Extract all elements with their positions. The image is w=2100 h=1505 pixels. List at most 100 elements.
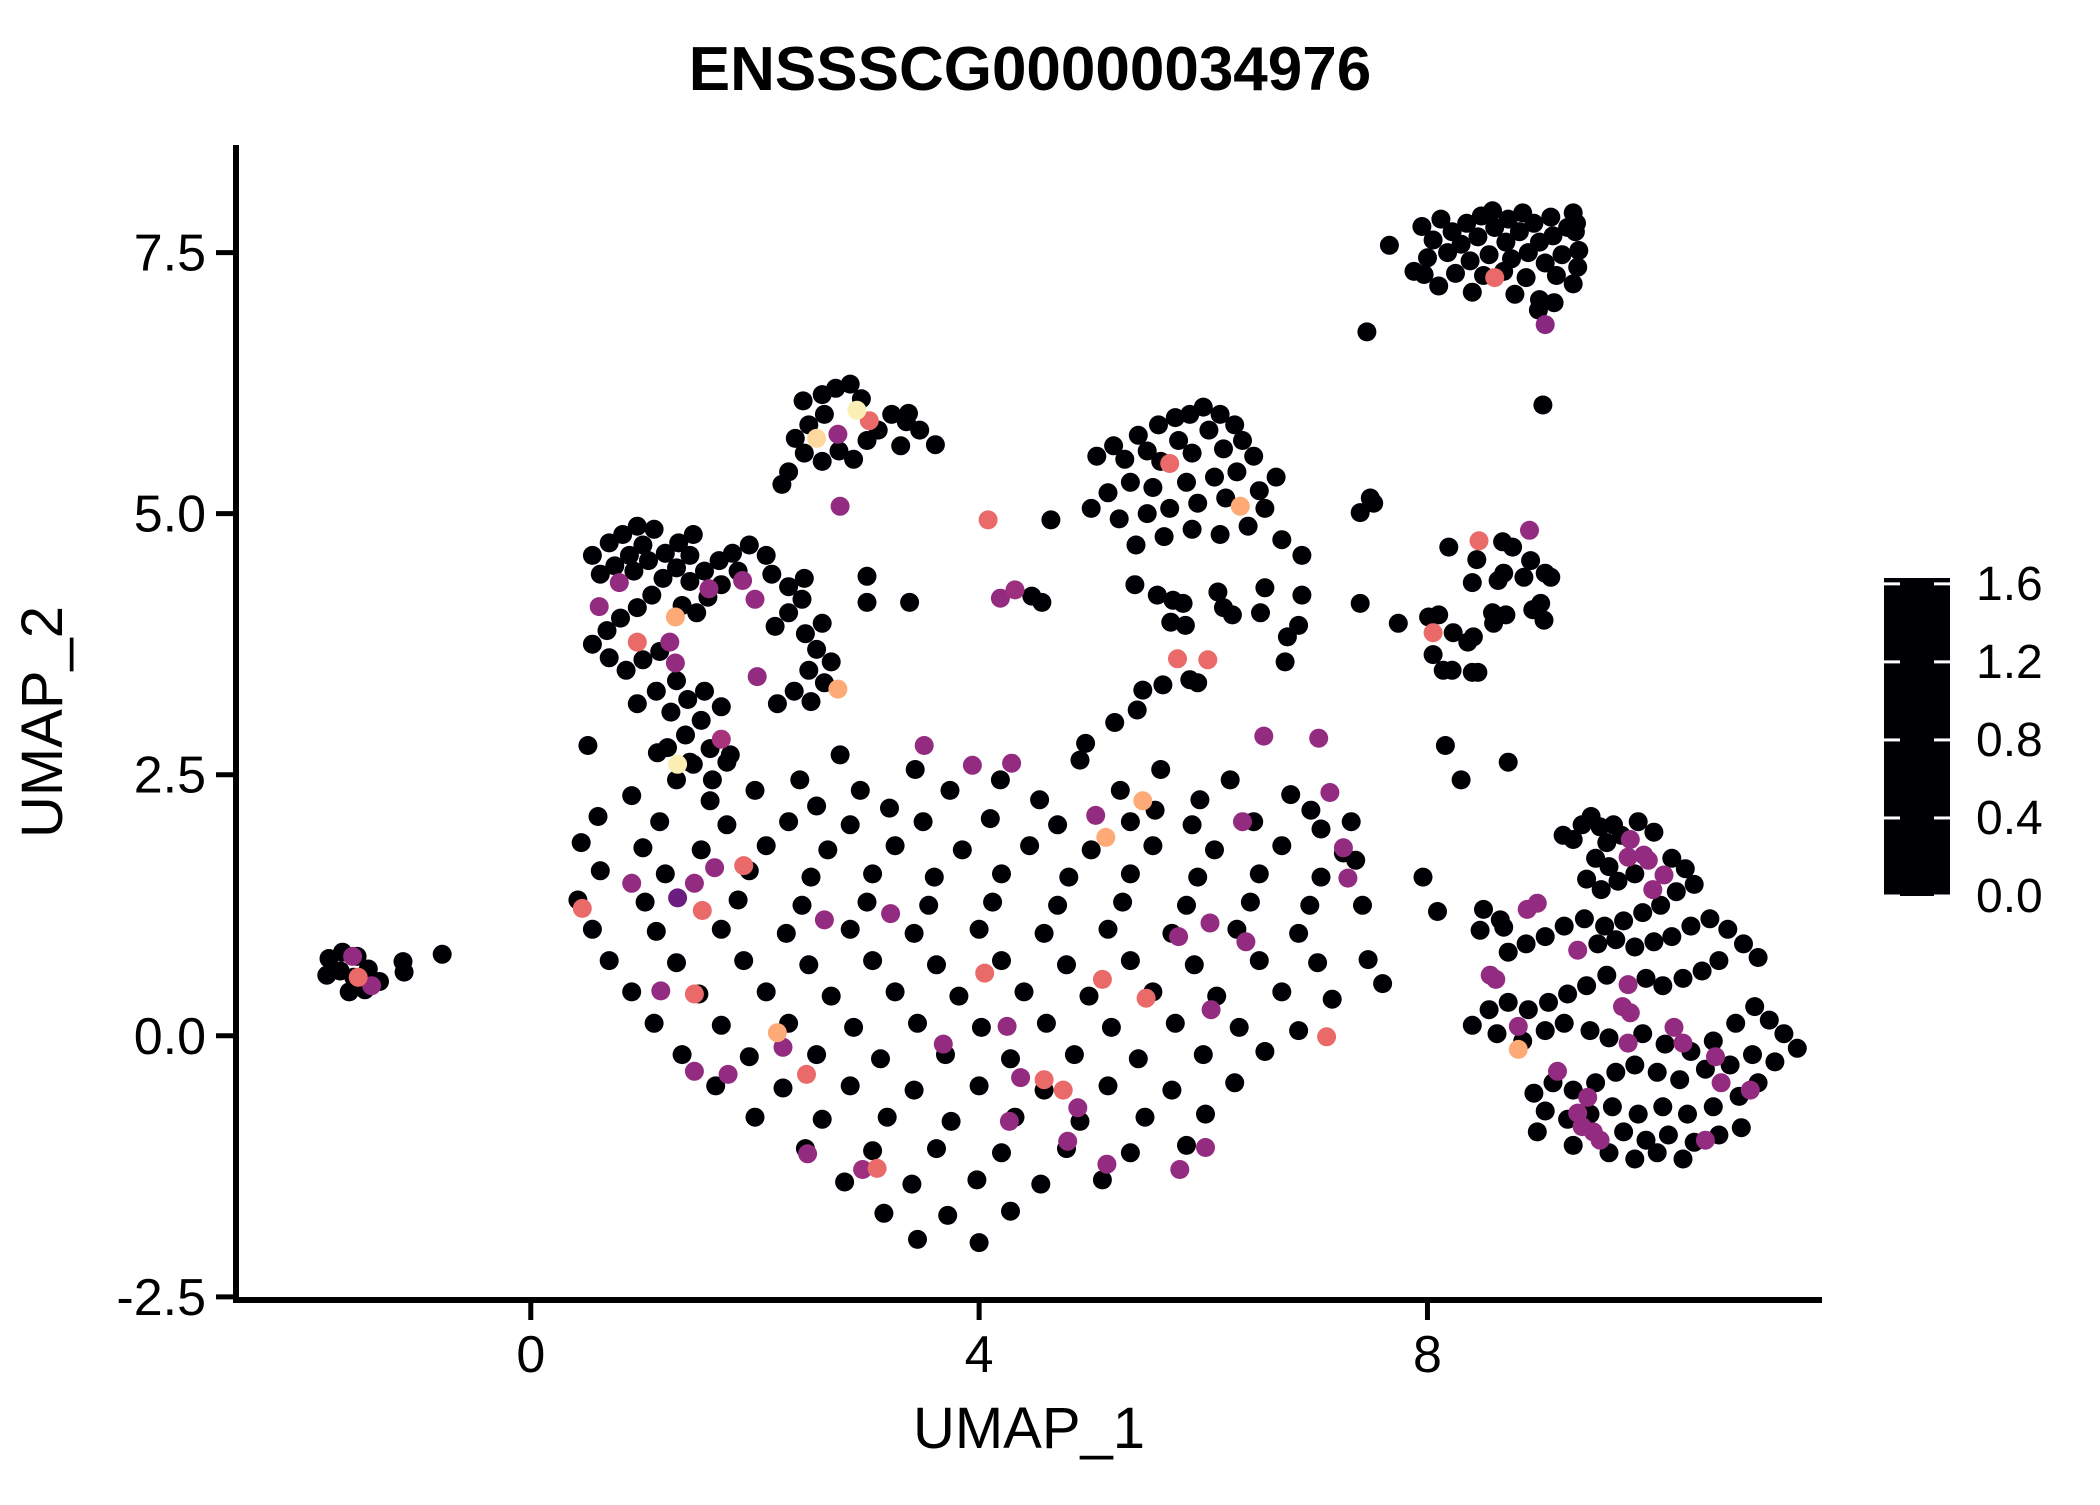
data-point	[1249, 864, 1269, 884]
data-point	[646, 921, 666, 941]
data-point	[1521, 551, 1541, 571]
data-point	[650, 812, 670, 832]
data-point	[1546, 266, 1566, 285]
data-point	[1098, 919, 1118, 939]
data-point	[840, 815, 860, 835]
data-point	[678, 690, 698, 709]
data-point	[1175, 615, 1195, 635]
data-point	[1552, 245, 1572, 265]
data-point	[642, 585, 662, 605]
data-point	[1588, 934, 1608, 954]
data-point	[1240, 892, 1260, 912]
data-point	[1544, 293, 1564, 313]
data-point	[990, 770, 1010, 790]
data-point	[1488, 571, 1508, 590]
data-point	[1128, 1049, 1148, 1069]
data-point	[667, 671, 686, 691]
data-point	[857, 592, 877, 612]
data-point	[1048, 895, 1068, 915]
data-point	[1518, 1000, 1538, 1020]
data-point	[1787, 1038, 1807, 1058]
data-point	[949, 986, 969, 1006]
data-point	[967, 1170, 987, 1190]
data-point	[857, 892, 877, 912]
data-point	[1109, 509, 1129, 529]
data-point	[611, 608, 630, 628]
data-point	[1412, 217, 1432, 236]
data-point	[1658, 1125, 1678, 1145]
data-point	[999, 1111, 1019, 1131]
data-point	[807, 1045, 827, 1065]
data-point	[1161, 612, 1181, 632]
data-point	[792, 895, 812, 915]
data-point	[1196, 1104, 1215, 1124]
data-point	[891, 436, 911, 456]
data-point	[1620, 830, 1640, 849]
data-point	[1435, 736, 1455, 755]
data-point	[1165, 408, 1185, 428]
data-point	[1633, 903, 1653, 923]
data-point	[1470, 920, 1490, 940]
data-point	[874, 1203, 894, 1223]
data-point	[1143, 478, 1163, 497]
data-point	[1539, 992, 1558, 1012]
data-point	[1558, 984, 1578, 1004]
data-point	[739, 535, 759, 555]
data-point	[1527, 1122, 1547, 1142]
data-point	[1289, 923, 1309, 943]
data-point	[1485, 268, 1505, 288]
data-point	[1618, 847, 1638, 867]
data-point	[1423, 645, 1443, 665]
data-point	[1673, 1033, 1693, 1053]
data-point	[1468, 227, 1488, 247]
data-point	[756, 545, 776, 565]
data-point	[1608, 871, 1628, 891]
data-point	[1249, 481, 1269, 501]
data-point	[1068, 1098, 1088, 1118]
data-point	[938, 1205, 958, 1225]
data-point	[978, 510, 998, 530]
data-point	[1205, 840, 1224, 860]
data-point	[1524, 213, 1544, 233]
data-point	[1272, 530, 1292, 550]
data-point	[1653, 1097, 1673, 1117]
x-axis-ticks: 0 4 8	[516, 1300, 1442, 1384]
data-point	[1678, 1104, 1697, 1124]
data-point	[680, 572, 700, 591]
data-point	[1311, 867, 1331, 887]
data-point	[829, 441, 849, 461]
data-point	[807, 796, 827, 816]
data-point	[826, 378, 846, 398]
data-point	[1096, 827, 1116, 847]
data-point	[1743, 1045, 1762, 1065]
data-point	[734, 856, 754, 876]
data-point	[1748, 948, 1768, 967]
data-point	[1254, 726, 1274, 746]
data-point	[1718, 919, 1738, 939]
data-point	[1568, 940, 1588, 960]
data-point	[773, 1037, 793, 1057]
data-point	[676, 725, 695, 745]
data-point	[1272, 982, 1292, 1002]
data-point	[1695, 1130, 1715, 1150]
data-point	[1673, 1149, 1693, 1169]
data-point	[853, 1160, 873, 1179]
data-point	[590, 861, 610, 881]
data-point	[1225, 415, 1245, 435]
data-point	[1125, 575, 1145, 595]
data-point	[1469, 531, 1489, 551]
data-point	[1309, 728, 1329, 748]
data-point	[1569, 241, 1589, 260]
data-point	[733, 571, 753, 590]
data-point	[1457, 213, 1477, 233]
data-point	[665, 653, 685, 673]
data-point	[1011, 1068, 1031, 1088]
data-point	[797, 1064, 816, 1084]
data-point	[1151, 760, 1171, 779]
data-point	[798, 1144, 818, 1164]
data-point	[1524, 1083, 1544, 1103]
data-point	[613, 525, 633, 544]
data-point	[1618, 1033, 1638, 1053]
data-point	[1644, 932, 1664, 952]
